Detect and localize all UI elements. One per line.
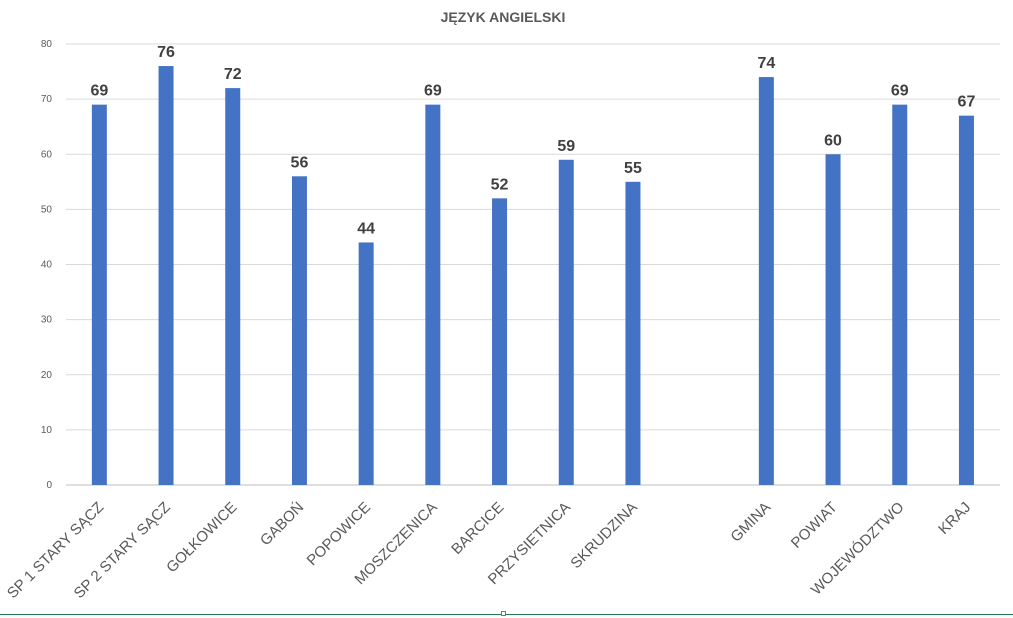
y-tick-label: 10 <box>41 425 53 436</box>
bar <box>625 181 641 485</box>
data-label: 55 <box>624 160 642 177</box>
bar <box>558 159 574 485</box>
y-tick-label: 80 <box>41 39 53 50</box>
data-label: 69 <box>424 83 442 100</box>
bar <box>758 77 774 485</box>
category-label: GMINA <box>727 499 774 546</box>
y-tick-label: 0 <box>46 480 52 491</box>
y-tick-label: 30 <box>41 315 53 326</box>
bar <box>825 154 841 485</box>
data-label: 72 <box>224 66 242 83</box>
category-label: POPOWICE <box>304 499 374 569</box>
data-label: 69 <box>891 83 909 100</box>
data-label: 60 <box>824 132 842 149</box>
category-label: POWIAT <box>788 499 841 552</box>
category-label: GOŁKOWICE <box>163 499 240 576</box>
bar <box>158 66 174 486</box>
gridlines <box>66 43 1000 486</box>
data-label: 67 <box>958 94 976 111</box>
data-label: 56 <box>291 154 309 171</box>
y-tick-label: 20 <box>41 370 53 381</box>
bar <box>958 115 974 485</box>
bar <box>492 198 508 485</box>
y-tick-label: 40 <box>41 260 53 271</box>
chart-title: JĘZYK ANGIELSKI <box>441 9 566 25</box>
resize-handle[interactable] <box>501 611 506 616</box>
category-label: KRAJ <box>935 499 974 538</box>
data-label: 52 <box>491 176 509 193</box>
bar <box>91 104 107 485</box>
bar <box>291 176 307 486</box>
category-label: GABOŃ <box>257 499 307 549</box>
data-label: 44 <box>357 220 375 237</box>
bar <box>425 104 441 485</box>
y-tick-label: 70 <box>41 94 53 105</box>
bar <box>358 242 374 485</box>
selection-border <box>0 614 1013 615</box>
y-tick-label: 50 <box>41 204 53 215</box>
data-labels: 69 76 72 56 44 69 52 59 55 74 60 69 67 <box>90 44 975 237</box>
data-label: 69 <box>90 83 108 100</box>
category-label: SKRUDZINA <box>567 499 640 572</box>
data-label: 59 <box>557 138 575 155</box>
data-label: 76 <box>157 44 175 61</box>
bars <box>91 66 974 486</box>
bar <box>225 88 241 485</box>
category-label: BARCICE <box>448 499 507 558</box>
y-tick-label: 60 <box>41 149 53 160</box>
bar <box>892 104 908 485</box>
data-label: 74 <box>757 55 775 72</box>
